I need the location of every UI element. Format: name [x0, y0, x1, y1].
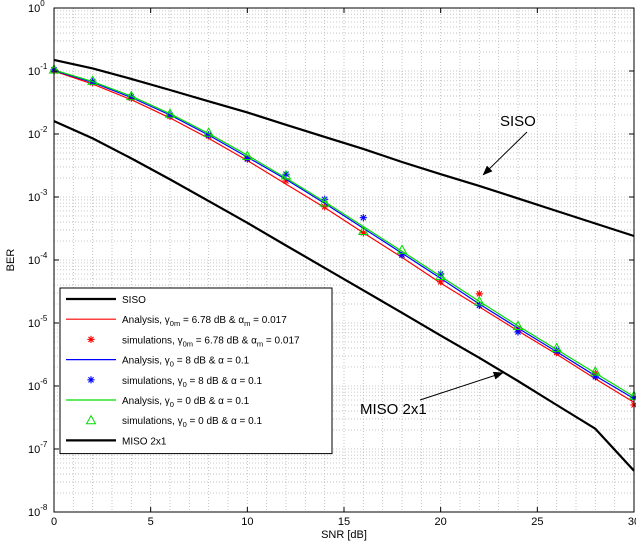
- triangle-marker: [125, 90, 137, 101]
- asterisk-stroke: [476, 290, 483, 297]
- asterisk-stroke: [88, 336, 94, 343]
- asterisk-stroke: [283, 171, 289, 178]
- triangle-marker: [512, 320, 524, 330]
- legend-entry: simulations, γ0 = 8 dB & α = 0.1: [87, 376, 262, 389]
- y-tick-label: 10-7: [28, 440, 48, 456]
- asterisk-stroke: [167, 112, 173, 118]
- asterisk-stroke: [515, 329, 521, 335]
- asterisk-stroke: [88, 376, 94, 383]
- triangle-marker: [396, 244, 408, 254]
- annotation-miso: MISO 2x1: [360, 401, 427, 418]
- x-tick-label: 25: [531, 516, 543, 528]
- legend-entry: SISO: [66, 295, 146, 306]
- y-tick-label: 10-4: [28, 251, 48, 267]
- triangle-marker: [280, 169, 292, 180]
- annotations: SISO MISO 2x1: [360, 113, 536, 418]
- triangle-marker: [357, 225, 369, 235]
- triangle-marker: [241, 150, 253, 160]
- x-tick-label: 5: [148, 516, 154, 528]
- legend-label: Analysis, γ0 = 8 dB & α = 0.1: [122, 356, 250, 369]
- triangle-marker: [473, 295, 485, 306]
- series-6-point: [164, 108, 176, 118]
- legend-label: SISO: [122, 295, 146, 306]
- series-2-point: [321, 203, 329, 211]
- legend-label: Analysis, γ0m = 6.78 dB & αm = 0.017: [122, 315, 287, 328]
- series-line-7: [53, 120, 635, 472]
- series-line-0: [53, 58, 635, 238]
- y-tick-label: 10-8: [28, 503, 48, 519]
- series-6-point: [241, 150, 253, 160]
- legend-swatch: [85, 414, 97, 425]
- series-line-3: [53, 69, 635, 400]
- legend-label: simulations, γ0 = 0 dB & α = 0.1: [122, 416, 262, 429]
- series-4-point: [359, 214, 367, 222]
- series-6-point: [473, 295, 485, 306]
- legend-label: MISO 2x1: [122, 436, 167, 447]
- series-6-point: [396, 244, 408, 254]
- legend-entry: simulations, γ0 = 0 dB & α = 0.1: [85, 414, 262, 429]
- triangle-marker: [589, 365, 601, 376]
- legend-entry: Analysis, γ0 = 0 dB & α = 0.1: [66, 396, 250, 409]
- legend-label: Analysis, γ0 = 0 dB & α = 0.1: [122, 396, 250, 409]
- series-6-point: [87, 75, 99, 85]
- x-tick-label: 0: [51, 516, 57, 528]
- series-4-point: [514, 328, 522, 336]
- y-tick-label: 10-1: [28, 62, 48, 78]
- y-axis-label: BER: [5, 249, 17, 272]
- legend-label: simulations, γ0 = 8 dB & α = 0.1: [122, 376, 262, 389]
- legend-entry: Analysis, γ0m = 6.78 dB & αm = 0.017: [66, 315, 287, 328]
- triangle-marker: [551, 342, 563, 353]
- y-tick-label: 10-6: [28, 377, 48, 393]
- y-tick-label: 10-5: [28, 314, 48, 330]
- x-tick-label: 30: [628, 516, 636, 528]
- annotation-siso-arrow: [482, 131, 528, 176]
- triangle-marker: [87, 75, 99, 85]
- series-6-point: [319, 196, 331, 207]
- x-tick-label: 10: [241, 516, 253, 528]
- series-6-point: [357, 225, 369, 235]
- series-2-point: [475, 290, 483, 298]
- triangle-marker: [319, 196, 331, 207]
- triangle-marker: [435, 270, 447, 280]
- legend-swatch: [87, 376, 95, 384]
- annotation-miso-arrow: [419, 371, 504, 401]
- y-tick-label: 10-3: [28, 188, 48, 204]
- legend-entry: MISO 2x1: [66, 436, 167, 447]
- legend-box: [59, 287, 333, 455]
- series-line-5: [53, 69, 635, 398]
- series-6-point: [435, 270, 447, 280]
- legend: SISO Analysis, γ0m = 6.78 dB & αm = 0.017…: [59, 287, 333, 455]
- y-tick-label: 100: [28, 0, 45, 15]
- axis-ticks: 0 5 10 15 20 25 30 100 10-1 10-2 10-3 10-4 10-5 10-6 1…: [28, 0, 636, 528]
- triangle-marker: [85, 414, 97, 425]
- legend-label: simulations, γ0m = 6.78 dB & αm = 0.017: [122, 335, 300, 348]
- series-line-1: [53, 70, 635, 403]
- series-layer: [48, 58, 636, 472]
- series-6-point: [280, 169, 292, 180]
- annotation-siso: SISO: [500, 113, 536, 130]
- x-axis-label: SNR [dB]: [321, 529, 367, 541]
- asterisk-stroke: [360, 214, 367, 221]
- legend-entry: Analysis, γ0 = 8 dB & α = 0.1: [66, 356, 250, 369]
- series-6-point: [203, 127, 215, 137]
- legend-entry: simulations, γ0m = 6.78 dB & αm = 0.017: [87, 335, 300, 348]
- triangle-marker: [164, 108, 176, 118]
- series-6-point: [551, 342, 563, 353]
- series-6-point: [125, 90, 137, 101]
- series-6-point: [589, 365, 601, 376]
- y-tick-label: 10-2: [28, 125, 48, 141]
- triangle-marker: [203, 127, 215, 137]
- legend-swatch: [87, 335, 95, 343]
- x-tick-label: 15: [338, 516, 350, 528]
- x-tick-label: 20: [435, 516, 447, 528]
- series-6-point: [512, 320, 524, 330]
